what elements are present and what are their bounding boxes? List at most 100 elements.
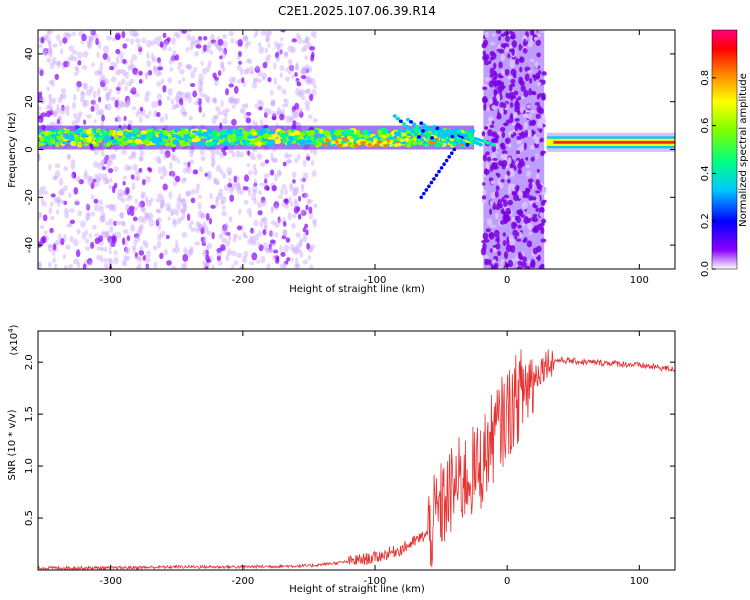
noise-block-speckle [541, 71, 547, 76]
noise-block-speckle [498, 61, 503, 69]
noise-block-speckle [516, 140, 522, 145]
noise-speckle [253, 182, 258, 187]
noise-block-speckle [482, 232, 489, 241]
main-band-hotspot [330, 140, 336, 145]
noise-speckle [237, 225, 242, 231]
noise-speckle [117, 81, 122, 89]
main-band-blob [172, 139, 180, 145]
noise-speckle [157, 233, 162, 241]
main-band-blob [229, 138, 237, 143]
noise-speckle [88, 232, 93, 239]
noise-speckle [115, 56, 120, 65]
noise-speckle [108, 184, 112, 190]
noise-speckle [269, 248, 274, 253]
noise-speckle [294, 157, 299, 164]
noise-speckle [38, 153, 41, 162]
noise-block-speckle [495, 185, 500, 191]
noise-speckle [289, 183, 294, 188]
main-band-blob [199, 142, 207, 147]
noise-speckle [113, 256, 119, 265]
noise-speckle [104, 230, 110, 238]
noise-speckle [57, 199, 61, 208]
noise-speckle [187, 161, 191, 168]
noise-block-speckle [488, 60, 492, 64]
noise-speckle [271, 220, 276, 226]
main-band-blob [121, 140, 130, 145]
noise-speckle [40, 185, 46, 191]
main-band-blob [296, 136, 302, 140]
noise-speckle [263, 111, 268, 118]
noise-speckle [249, 151, 255, 160]
noise-speckle [273, 158, 279, 163]
noise-speckle [101, 114, 105, 122]
noise-block-speckle [537, 254, 541, 262]
noise-speckle [109, 153, 116, 159]
noise-speckle [93, 180, 100, 187]
noise-speckle [93, 70, 100, 76]
noise-speckle [235, 150, 241, 158]
noise-block-speckle [513, 194, 519, 202]
noise-speckle [212, 41, 217, 47]
noise-block-speckle [511, 221, 517, 230]
noise-speckle [92, 90, 97, 99]
noise-speckle [83, 82, 89, 91]
noise-speckle [189, 245, 194, 252]
main-band-blob [318, 138, 323, 143]
noise-speckle [122, 228, 129, 235]
fan-streak-blob [398, 119, 403, 124]
noise-speckle [242, 35, 249, 41]
noise-speckle [97, 162, 102, 170]
main-band-hotspot [323, 142, 329, 146]
noise-speckle [200, 226, 205, 235]
noise-speckle [239, 151, 245, 158]
noise-speckle [169, 66, 173, 72]
fan-streak-blob [475, 141, 480, 146]
noise-speckle [267, 172, 271, 177]
noise-speckle [77, 59, 82, 66]
noise-speckle [182, 202, 186, 211]
down-streak-blob [427, 184, 431, 189]
noise-block-speckle [500, 219, 505, 225]
main-band-blob [292, 130, 301, 136]
noise-speckle [201, 112, 206, 118]
noise-speckle [126, 97, 131, 105]
noise-block-speckle [503, 103, 507, 109]
noise-speckle [110, 96, 116, 101]
noise-speckle [200, 155, 206, 162]
fan-streak-blob [446, 139, 451, 143]
noise-speckle [244, 234, 249, 239]
noise-speckle [54, 163, 61, 169]
noise-speckle [129, 209, 135, 217]
noise-speckle [133, 233, 140, 239]
noise-speckle [145, 265, 150, 269]
main-band-blob [207, 128, 212, 134]
noise-block-speckle [525, 156, 529, 161]
noise-block-speckle [487, 129, 493, 137]
noise-speckle [52, 175, 58, 180]
snr-panel: -300 -200 -100 0 100 0.51.01.52.0 Height of … [7, 324, 676, 595]
main-band-blob [86, 128, 93, 135]
noise-speckle [288, 196, 292, 204]
noise-speckle [295, 232, 301, 238]
noise-speckle [151, 52, 155, 60]
noise-speckle [90, 99, 96, 105]
main-band-blob [330, 134, 337, 140]
noise-speckle [164, 112, 168, 121]
noise-speckle [303, 44, 308, 51]
noise-speckle [282, 229, 288, 237]
noise-block-speckle [500, 69, 505, 77]
spectrogram-y-axis-label: Frequency (Hz) [7, 112, 18, 188]
noise-speckle [273, 62, 277, 70]
noise-speckle [84, 229, 89, 236]
noise-speckle [305, 36, 309, 44]
snr-x-ticks: -300 -200 -100 0 100 [99, 331, 649, 587]
noise-speckle [52, 122, 59, 127]
noise-speckle [204, 95, 211, 102]
noise-speckle [139, 245, 144, 251]
noise-speckle [82, 83, 87, 89]
noise-speckle [271, 157, 277, 164]
noise-speckle [186, 33, 192, 41]
main-band-blob [267, 131, 276, 135]
noise-speckle [242, 81, 247, 87]
noise-speckle [121, 149, 127, 155]
